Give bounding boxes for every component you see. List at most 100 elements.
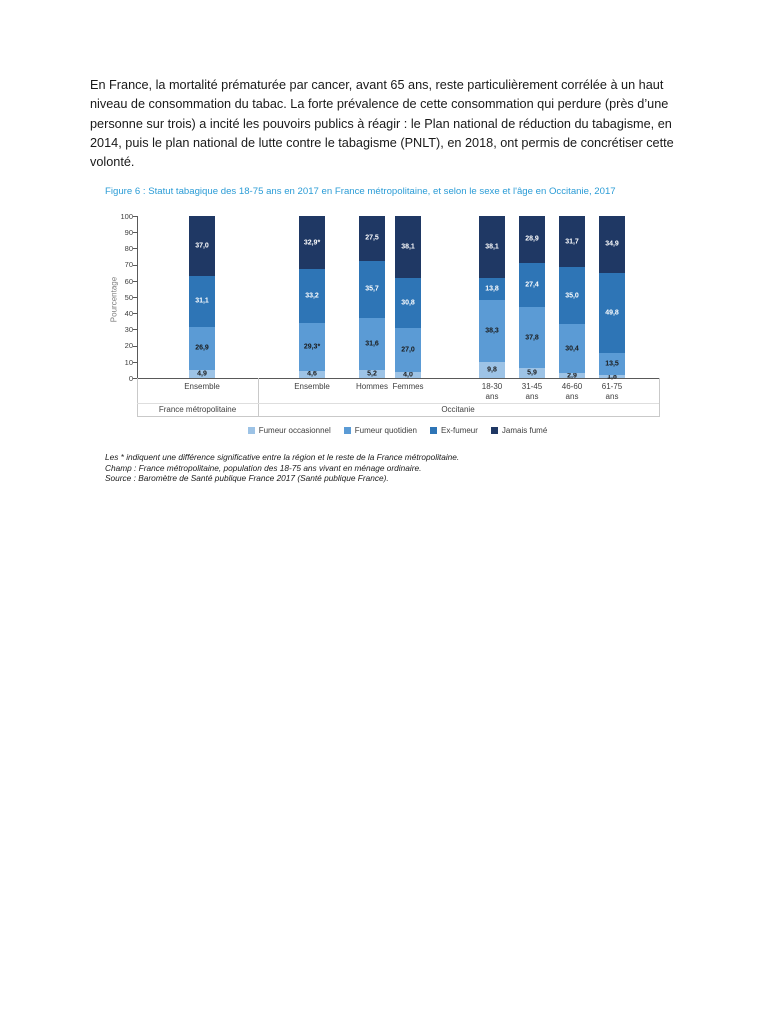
segment-value-label: 33,2	[305, 292, 319, 300]
bar-segment: 4,6	[299, 370, 325, 378]
segment-value-label: 49,8	[605, 309, 619, 317]
y-tick-mark	[133, 345, 137, 347]
bar: 9,8 38,3 13,8 38,1	[479, 216, 505, 378]
segment-value-label: 5,9	[527, 369, 537, 377]
y-tick-label: 0	[128, 373, 133, 383]
bar-segment: 2,9	[559, 372, 585, 380]
legend-swatch	[343, 427, 351, 434]
y-tick-label: 40	[124, 309, 133, 318]
footnote-champ: Champ : France métropolitaine, populatio…	[105, 462, 422, 473]
legend-label: Ex-fumeur	[441, 426, 478, 435]
y-tick-label: 20	[124, 341, 133, 351]
y-tick-mark	[133, 216, 137, 217]
bar-segment: 37,8	[519, 307, 545, 369]
bar-segment: 13,5	[599, 353, 625, 376]
segment-value-label: 34,9	[605, 240, 619, 248]
bar-segment: 30,8	[395, 277, 421, 328]
y-tick-mark	[133, 329, 137, 331]
segment-value-label: 13,8	[485, 285, 499, 293]
bar-segment: 38,1	[479, 216, 505, 278]
segment-value-label: 28,9	[525, 235, 539, 243]
bar-segment: 30,4	[559, 324, 585, 374]
bar-segment: 26,9	[189, 326, 215, 371]
segment-value-label: 4,0	[403, 371, 413, 379]
bar-segment: 31,7	[559, 216, 585, 268]
segment-value-label: 2,9	[567, 372, 577, 380]
bar-segment: 32,9*	[299, 216, 325, 270]
bar-segment: 27,5	[359, 216, 385, 261]
segment-value-label: 31,1	[195, 297, 209, 305]
segment-value-label: 38,1	[485, 243, 499, 251]
bar-segment: 49,8	[599, 272, 625, 354]
y-tick-label: 80	[124, 244, 133, 254]
segment-value-label: 13,5	[605, 360, 619, 368]
body-paragraph: En France, la mortalité prématurée par c…	[90, 78, 674, 170]
segment-value-label: 32,9*	[303, 239, 321, 247]
category-label: Femmes	[392, 382, 424, 391]
legend-swatch	[247, 427, 255, 434]
bar-segment: 4,0	[395, 371, 421, 379]
figure-title: Figure 6 : Statut tabagique des 18-75 an…	[105, 186, 616, 197]
bar-segment: 35,7	[359, 260, 385, 319]
bar-segment: 27,4	[519, 262, 545, 308]
legend-label: Fumeur quotidien	[354, 426, 418, 435]
x-axis-line	[137, 378, 659, 379]
category-label: 61-75 ans	[601, 382, 623, 401]
segment-value-label: 1,8	[607, 373, 617, 381]
segment-value-label: 27,5	[365, 234, 379, 242]
y-tick-label: 90	[124, 228, 133, 237]
bar: 5,2 31,6 35,7 27,5	[359, 216, 385, 378]
bar-segment: 38,1	[395, 216, 421, 278]
segment-value-label: 29,3*	[303, 343, 321, 351]
group-label-occitanie: Occitanie	[441, 405, 475, 414]
y-tick-label: 30	[124, 325, 133, 335]
legend-label: Jamais fumé	[501, 426, 548, 435]
segment-value-label: 38,1	[401, 243, 415, 251]
bar-segment: 35,0	[559, 267, 585, 325]
footnote-source: Source : Baromètre de Santé publique Fra…	[105, 473, 389, 483]
segment-value-label: 30,8	[401, 299, 415, 307]
y-tick-mark	[133, 280, 137, 282]
bar-segment: 34,9	[599, 216, 625, 273]
bar-segment: 37,0	[189, 216, 215, 277]
y-tick-mark	[133, 297, 137, 298]
legend-swatch	[490, 427, 498, 434]
chart-legend: Fumeur occasionnel Fumeur quotidien Ex-fum…	[137, 426, 658, 435]
bar-segment: 13,8	[479, 277, 505, 301]
legend-item: Ex-fumeur	[430, 426, 478, 435]
category-label: 46-60 ans	[561, 382, 583, 401]
segment-value-label: 35,7	[365, 285, 379, 293]
bar-segment: 5,9	[519, 368, 545, 378]
segment-value-label: 30,4	[565, 345, 579, 353]
bar-segment: 4,9	[189, 370, 215, 378]
segment-value-label: 26,9	[195, 344, 209, 352]
legend-swatch	[430, 427, 438, 434]
category-label: 18-30 ans	[481, 382, 503, 401]
bar-segment: 27,0	[395, 327, 421, 372]
stacked-bar-chart: Pourcentage 0 10 20 30 40 50 60 70 80 90 100 4,9 26…	[105, 206, 685, 452]
bar: 5,9 37,8 27,4 28,9	[519, 216, 545, 378]
y-tick-mark	[133, 264, 137, 266]
y-axis-line	[137, 216, 138, 378]
y-tick-label: 50	[124, 292, 133, 302]
bar-segment: 33,2	[299, 269, 325, 324]
y-tick-mark	[133, 248, 137, 250]
group-divider	[258, 378, 259, 416]
y-tick-label: 60	[124, 276, 133, 286]
segment-value-label: 4,6	[307, 370, 317, 378]
category-label: 31-45 ans	[521, 382, 543, 401]
segment-value-label: 9,8	[487, 366, 497, 374]
segment-value-label: 31,6	[365, 340, 379, 348]
bar-segment: 28,9	[519, 216, 545, 263]
y-tick-label: 10	[124, 357, 133, 367]
bar-segment: 31,1	[189, 276, 215, 327]
bar-segment: 9,8	[479, 362, 505, 378]
bar: 4,9 26,9 31,1 37,0	[189, 216, 215, 378]
segment-value-label: 31,7	[565, 238, 579, 246]
category-box	[137, 378, 660, 417]
bar: 2,9 30,4 35,0 31,7	[559, 216, 585, 380]
group-separator-line	[137, 403, 659, 404]
bar: 4,0 27,0 30,8 38,1	[395, 216, 421, 378]
segment-value-label: 38,3	[485, 327, 499, 335]
y-tick-mark	[133, 378, 137, 379]
